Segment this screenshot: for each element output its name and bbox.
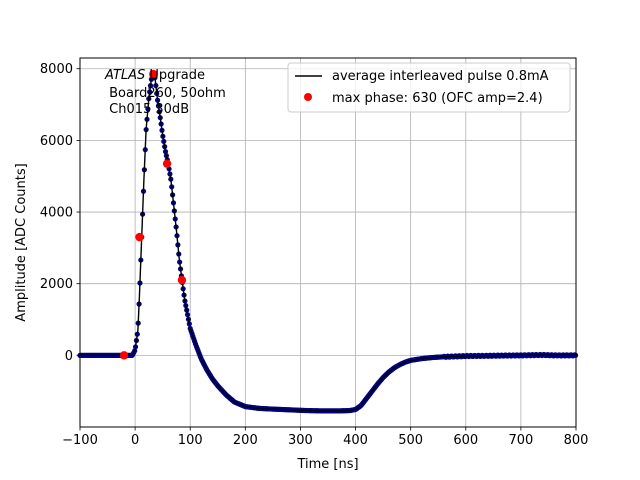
x-axis-label: Time [ns] xyxy=(296,457,358,472)
x-tick-label: 0 xyxy=(131,433,139,448)
x-tick-label: 700 xyxy=(508,433,533,448)
annotation-line-3: Ch015 30dB xyxy=(105,102,189,117)
legend: average interleaved pulse 0.8mA max phas… xyxy=(287,62,571,113)
y-tick-label: 0 xyxy=(65,349,73,364)
ticks: −100 0 100 200 300 400 500 600 700 80002000400060… xyxy=(40,62,589,448)
max-phase-marker xyxy=(177,275,187,285)
y-axis-label: Amplitude [ADC Counts] xyxy=(14,163,29,321)
annotation-upgrade-label: Upgrade xyxy=(145,68,205,83)
x-tick-label: 100 xyxy=(178,433,203,448)
x-tick-label: 300 xyxy=(288,433,313,448)
max-phase-marker xyxy=(119,351,129,360)
atlas-annotation: ATLAS Upgrade Board260, 50ohm Ch015 30dB xyxy=(104,68,226,117)
legend-marker-swatch xyxy=(304,93,312,101)
x-tick-label: 600 xyxy=(453,433,478,448)
legend-label-average-pulse: average interleaved pulse 0.8mA xyxy=(332,69,549,84)
annotation-line-2: Board260, 50ohm xyxy=(105,86,226,101)
x-tick-label: 200 xyxy=(233,433,258,448)
annotation-atlas-label: ATLAS xyxy=(104,68,145,83)
x-tick-label: −100 xyxy=(62,433,98,448)
x-tick-label: 500 xyxy=(398,433,423,448)
legend-box xyxy=(287,62,571,113)
max-phase-marker xyxy=(149,69,158,79)
y-tick-label: 6000 xyxy=(40,134,73,149)
x-tick-label: 800 xyxy=(564,433,589,448)
x-tick-label: 400 xyxy=(343,433,368,448)
axes-frame xyxy=(79,57,577,428)
y-tick-label: 8000 xyxy=(40,62,73,77)
y-tick-label: 4000 xyxy=(40,206,73,221)
legend-label-max-phase: max phase: 630 (OFC amp=2.4) xyxy=(332,91,543,106)
y-tick-label: 2000 xyxy=(40,277,73,292)
data-layer xyxy=(77,69,579,414)
annotation-line-1: ATLAS Upgrade xyxy=(104,68,205,83)
max-phase-marker xyxy=(135,232,144,242)
max-phase-marker xyxy=(162,159,172,168)
